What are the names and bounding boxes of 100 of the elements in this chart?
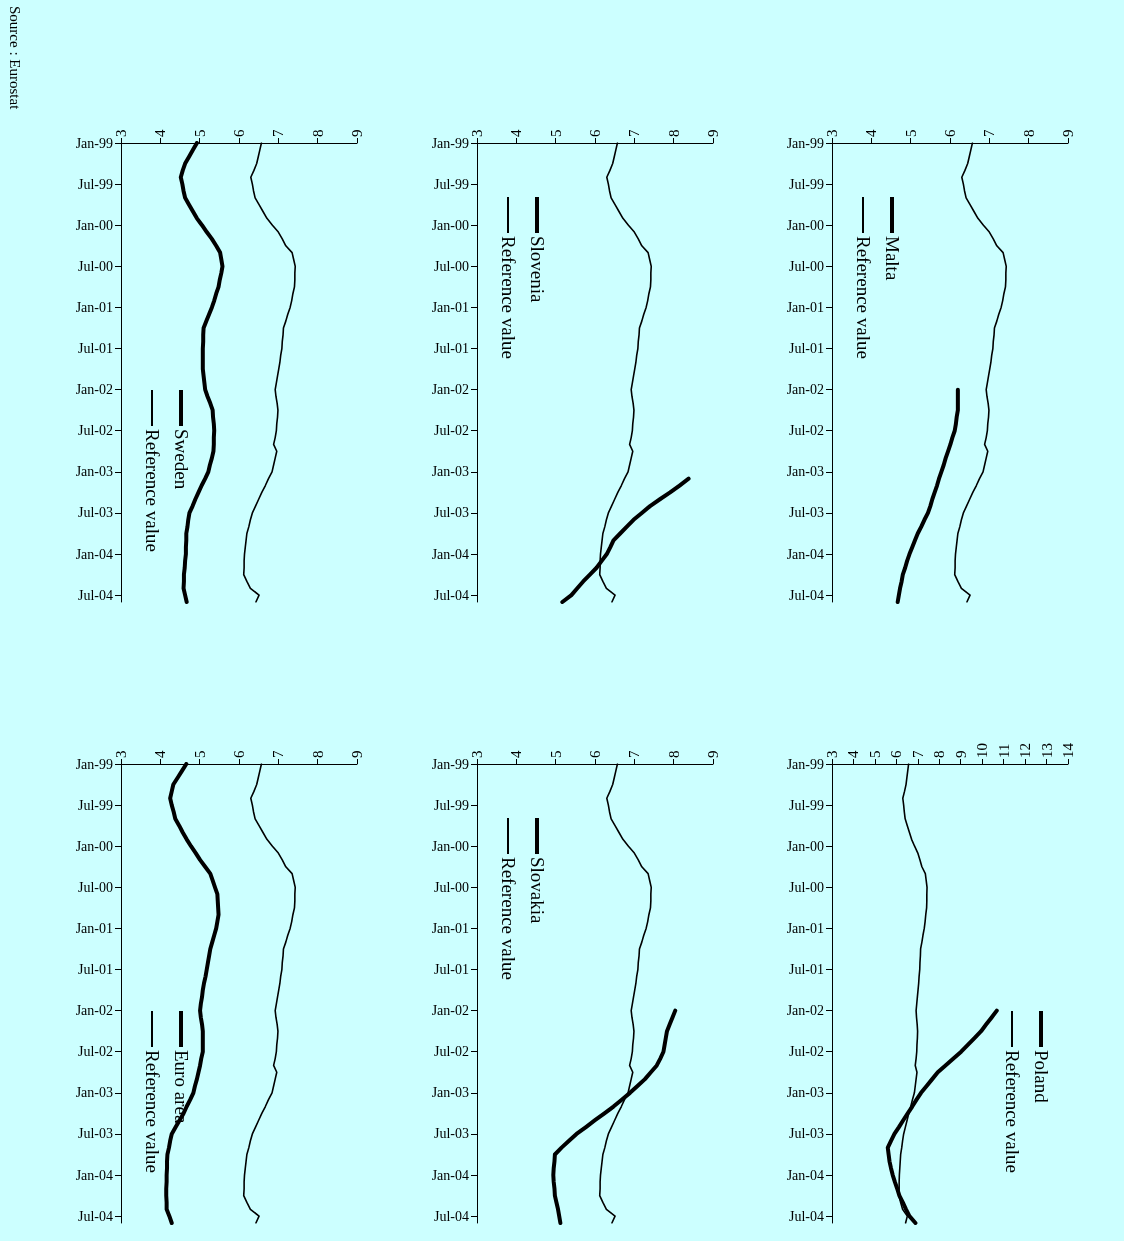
legend-label: Poland	[1030, 1050, 1052, 1103]
y-tick-label: Jan-04	[786, 546, 824, 562]
y-tick-label: Jan-99	[75, 756, 113, 772]
y-tick-label: Jul-99	[78, 797, 113, 813]
y-tick-label: Jul-99	[789, 176, 824, 192]
x-tick-label: 5	[547, 750, 564, 758]
y-tick-label: Jan-02	[75, 1003, 113, 1019]
x-tick-label: 11	[995, 743, 1012, 758]
y-tick-label: Jul-03	[434, 1126, 469, 1142]
x-tick-label: 7	[981, 129, 998, 137]
y-tick-label: Jan-99	[786, 135, 824, 151]
x-tick-label: 9	[349, 129, 365, 137]
x-tick-label: 8	[931, 750, 948, 758]
x-tick-label: 6	[231, 129, 247, 137]
y-tick-label: Jan-01	[786, 920, 824, 936]
y-tick-label: Jul-99	[434, 176, 469, 192]
y-tick-label: Jul-04	[789, 1208, 824, 1224]
x-tick-label: 4	[863, 129, 880, 137]
y-tick-label: Jan-04	[786, 1167, 824, 1183]
x-tick-label: 3	[113, 129, 129, 137]
y-tick-label: Jul-01	[78, 962, 113, 978]
x-tick-label: 6	[231, 750, 247, 758]
x-tick-label: 8	[309, 129, 326, 137]
y-tick-label: Jul-02	[434, 423, 469, 439]
x-tick-label: 12	[1017, 743, 1034, 758]
y-tick-label: Jul-04	[78, 587, 113, 603]
y-tick-label: Jan-03	[431, 464, 469, 480]
y-tick-label: Jan-00	[786, 217, 824, 233]
y-tick-label: Jul-04	[78, 1208, 113, 1224]
y-tick-label: Jul-04	[789, 587, 824, 603]
y-tick-label: Jan-01	[431, 920, 469, 936]
y-tick-label: Jan-04	[431, 546, 469, 562]
y-tick-label: Jan-02	[431, 1003, 469, 1019]
legend-label: Reference value	[497, 236, 519, 359]
y-tick-label: Jul-01	[78, 341, 113, 357]
y-tick-label: Jan-03	[75, 464, 113, 480]
y-tick-label: Jul-02	[78, 1044, 113, 1060]
legend-label: Reference value	[141, 429, 163, 552]
x-tick-label: 3	[113, 750, 129, 758]
y-tick-label: Jul-02	[78, 423, 113, 439]
x-tick-label: 6	[942, 129, 958, 137]
y-tick-label: Jul-02	[789, 1044, 824, 1060]
x-tick-label: 5	[866, 750, 883, 758]
y-tick-label: Jul-03	[78, 1126, 113, 1142]
y-tick-label: Jul-04	[434, 587, 469, 603]
x-tick-label: 9	[705, 750, 721, 758]
y-tick-label: Jul-99	[789, 797, 824, 813]
y-tick-label: Jul-00	[434, 879, 469, 895]
y-tick-label: Jul-99	[434, 797, 469, 813]
y-tick-label: Jul-02	[789, 423, 824, 439]
x-tick-label: 9	[1060, 129, 1076, 137]
legend-label: Sweden	[170, 429, 192, 490]
y-tick-label: Jul-03	[78, 505, 113, 521]
x-tick-label: 3	[469, 750, 485, 758]
x-tick-label: 7	[270, 129, 287, 137]
x-tick-label: 3	[469, 129, 485, 137]
source-note: Source : Eurostat	[6, 6, 23, 110]
x-tick-label: 3	[824, 129, 840, 137]
x-tick-label: 6	[587, 750, 603, 758]
x-tick-label: 9	[349, 750, 365, 758]
x-tick-label: 8	[665, 750, 682, 758]
y-tick-label: Jul-00	[434, 258, 469, 274]
x-tick-label: 7	[626, 750, 643, 758]
x-tick-label: 9	[952, 750, 969, 758]
x-tick-label: 8	[1020, 129, 1037, 137]
x-tick-label: 3	[824, 750, 840, 758]
y-tick-label: Jul-00	[789, 258, 824, 274]
y-tick-label: Jan-04	[75, 546, 113, 562]
x-tick-label: 5	[191, 750, 208, 758]
legend-label: Slovakia	[526, 857, 548, 924]
y-tick-label: Jul-01	[434, 962, 469, 978]
x-tick-label: 8	[665, 129, 682, 137]
y-tick-label: Jul-01	[789, 341, 824, 357]
x-tick-label: 4	[508, 750, 525, 758]
x-tick-label: 6	[587, 129, 603, 137]
y-tick-label: Jan-04	[75, 1167, 113, 1183]
y-tick-label: Jan-04	[431, 1167, 469, 1183]
x-tick-label: 14	[1060, 742, 1076, 758]
y-tick-label: Jan-00	[75, 838, 113, 854]
y-tick-label: Jan-99	[75, 135, 113, 151]
x-tick-label: 4	[508, 129, 525, 137]
y-tick-label: Jan-02	[75, 382, 113, 398]
x-tick-label: 5	[191, 129, 208, 137]
y-tick-label: Jan-00	[431, 838, 469, 854]
legend-label: Reference value	[1001, 1050, 1023, 1173]
x-tick-label: 5	[547, 129, 564, 137]
y-tick-label: Jul-03	[789, 505, 824, 521]
y-tick-label: Jan-99	[431, 135, 469, 151]
y-tick-label: Jan-00	[75, 217, 113, 233]
legend-label: Slovenia	[526, 236, 548, 303]
y-tick-label: Jan-99	[786, 756, 824, 772]
y-tick-label: Jan-03	[75, 1085, 113, 1101]
x-tick-label: 8	[309, 750, 326, 758]
y-tick-label: Jan-03	[431, 1085, 469, 1101]
y-tick-label: Jul-04	[434, 1208, 469, 1224]
legend-label: Malta	[881, 236, 903, 281]
y-tick-label: Jan-02	[786, 1003, 824, 1019]
x-tick-label: 4	[152, 129, 169, 137]
y-tick-label: Jul-00	[78, 879, 113, 895]
x-tick-label: 6	[888, 750, 905, 758]
